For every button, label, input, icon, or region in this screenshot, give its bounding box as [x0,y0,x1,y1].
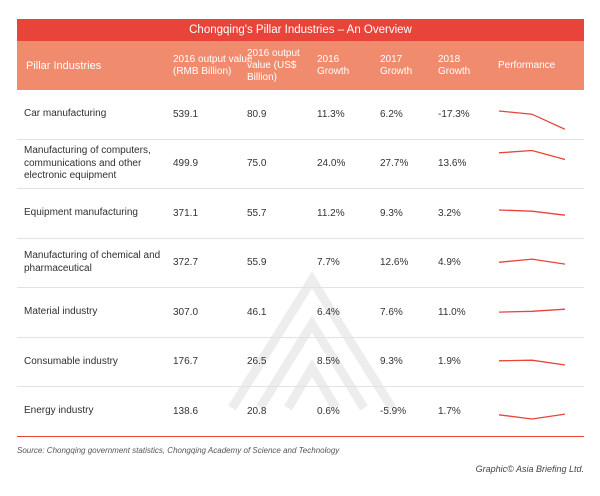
growth-2018-cell: 3.2% [438,207,461,219]
sparkline-trend-line [498,257,566,265]
output-usd-cell: 46.1 [247,306,267,318]
performance-sparkline [498,110,566,130]
output-usd-cell: 80.9 [247,108,267,120]
growth-2018-cell: 1.9% [438,356,461,368]
graphic-credit: Graphic© Asia Briefing Ltd. [475,464,584,474]
table-row: Equipment manufacturing 371.1 55.7 11.2% 9.3… [17,189,584,239]
industry-name-cell: Manufacturing of computers, communicatio… [24,145,151,181]
output-rmb-cell: 307.0 [173,306,199,318]
output-usd-cell: 55.9 [247,257,267,269]
sparkline-trend-line [498,308,566,313]
growth-2016-cell: 6.4% [317,306,340,318]
industry-name-cell: Consumable industry [24,355,118,367]
growth-2018-cell: -17.3% [438,108,470,120]
performance-sparkline [498,257,566,265]
performance-sparkline [498,413,566,420]
header-growth-2017: 2017 Growth [380,53,413,77]
output-rmb-cell: 176.7 [173,356,199,368]
growth-2017-cell: -5.9% [380,405,407,417]
output-rmb-cell: 539.1 [173,108,199,120]
watermark-logo-icon [228,271,396,411]
table-row: Material industry 307.0 46.1 6.4% 7.6% 11.0% [17,288,584,338]
growth-2017-cell: 12.6% [380,257,409,269]
table-row: Energy industry 138.6 20.8 0.6% -5.9% 1.7% [17,387,584,437]
output-rmb-cell: 138.6 [173,405,199,417]
growth-2016-cell: 0.6% [317,405,340,417]
growth-2018-cell: 1.7% [438,405,461,417]
growth-2017-cell: 27.7% [380,158,409,170]
growth-2018-cell: 13.6% [438,158,467,170]
performance-sparkline [498,209,566,216]
performance-sparkline [498,308,566,313]
performance-sparkline [498,359,566,366]
growth-2017-cell: 9.3% [380,207,403,219]
table-title: Chongqing's Pillar Industries – An Overv… [17,19,584,41]
output-usd-cell: 20.8 [247,405,267,417]
industry-name-cell: Energy industry [24,405,94,416]
growth-2016-cell: 11.3% [317,108,345,120]
growth-2016-cell: 24.0% [317,158,346,170]
sparkline-trend-line [498,110,566,130]
header-growth-2018: 2018 Growth [438,53,471,77]
header-output-rmb: 2016 output value (RMB Billion) [173,53,253,77]
source-note: Source: Chongqing government statistics,… [17,446,340,455]
header-output-usd: 2016 output value (US$ Billion) [247,47,300,83]
table-body: Car manufacturing 539.1 80.9 11.3% 6.2% -17.3… [17,90,584,437]
growth-2017-cell: 6.2% [380,108,403,120]
output-rmb-cell: 372.7 [173,257,199,269]
growth-2018-cell: 11.0% [438,306,466,318]
growth-2017-cell: 7.6% [380,306,403,318]
output-usd-cell: 55.7 [247,207,267,219]
table-row: Car manufacturing 539.1 80.9 11.3% 6.2% -17.3… [17,90,584,140]
output-usd-cell: 75.0 [247,158,267,170]
header-performance: Performance [498,59,556,71]
sparkline-trend-line [498,413,566,420]
table-row: Manufacturing of computers, communicatio… [17,140,584,189]
table-row: Manufacturing of chemical and pharmaceut… [17,239,584,288]
table-header-row: Pillar Industries 2016 output value (RMB… [17,41,584,90]
growth-2016-cell: 8.5% [317,356,340,368]
output-rmb-cell: 371.1 [173,207,199,219]
growth-2018-cell: 4.9% [438,257,461,269]
output-usd-cell: 26.5 [247,356,267,368]
output-rmb-cell: 499.9 [173,158,199,170]
growth-2016-cell: 11.2% [317,207,345,219]
table-row: Consumable industry 176.7 26.5 8.5% 9.3% 1.9% [17,338,584,387]
growth-2017-cell: 9.3% [380,356,403,368]
industry-name-cell: Manufacturing of chemical and pharmaceut… [24,250,161,274]
industry-name-cell: Material industry [24,306,98,317]
sparkline-trend-line [498,359,566,366]
sparkline-trend-line [498,209,566,216]
sparkline-trend-line [498,149,566,160]
growth-2016-cell: 7.7% [317,257,340,269]
header-growth-2016: 2016 Growth [317,53,350,77]
performance-sparkline [498,149,566,160]
header-industry: Pillar Industries [26,59,102,72]
industry-name-cell: Car manufacturing [24,108,107,119]
industry-name-cell: Equipment manufacturing [24,207,138,218]
